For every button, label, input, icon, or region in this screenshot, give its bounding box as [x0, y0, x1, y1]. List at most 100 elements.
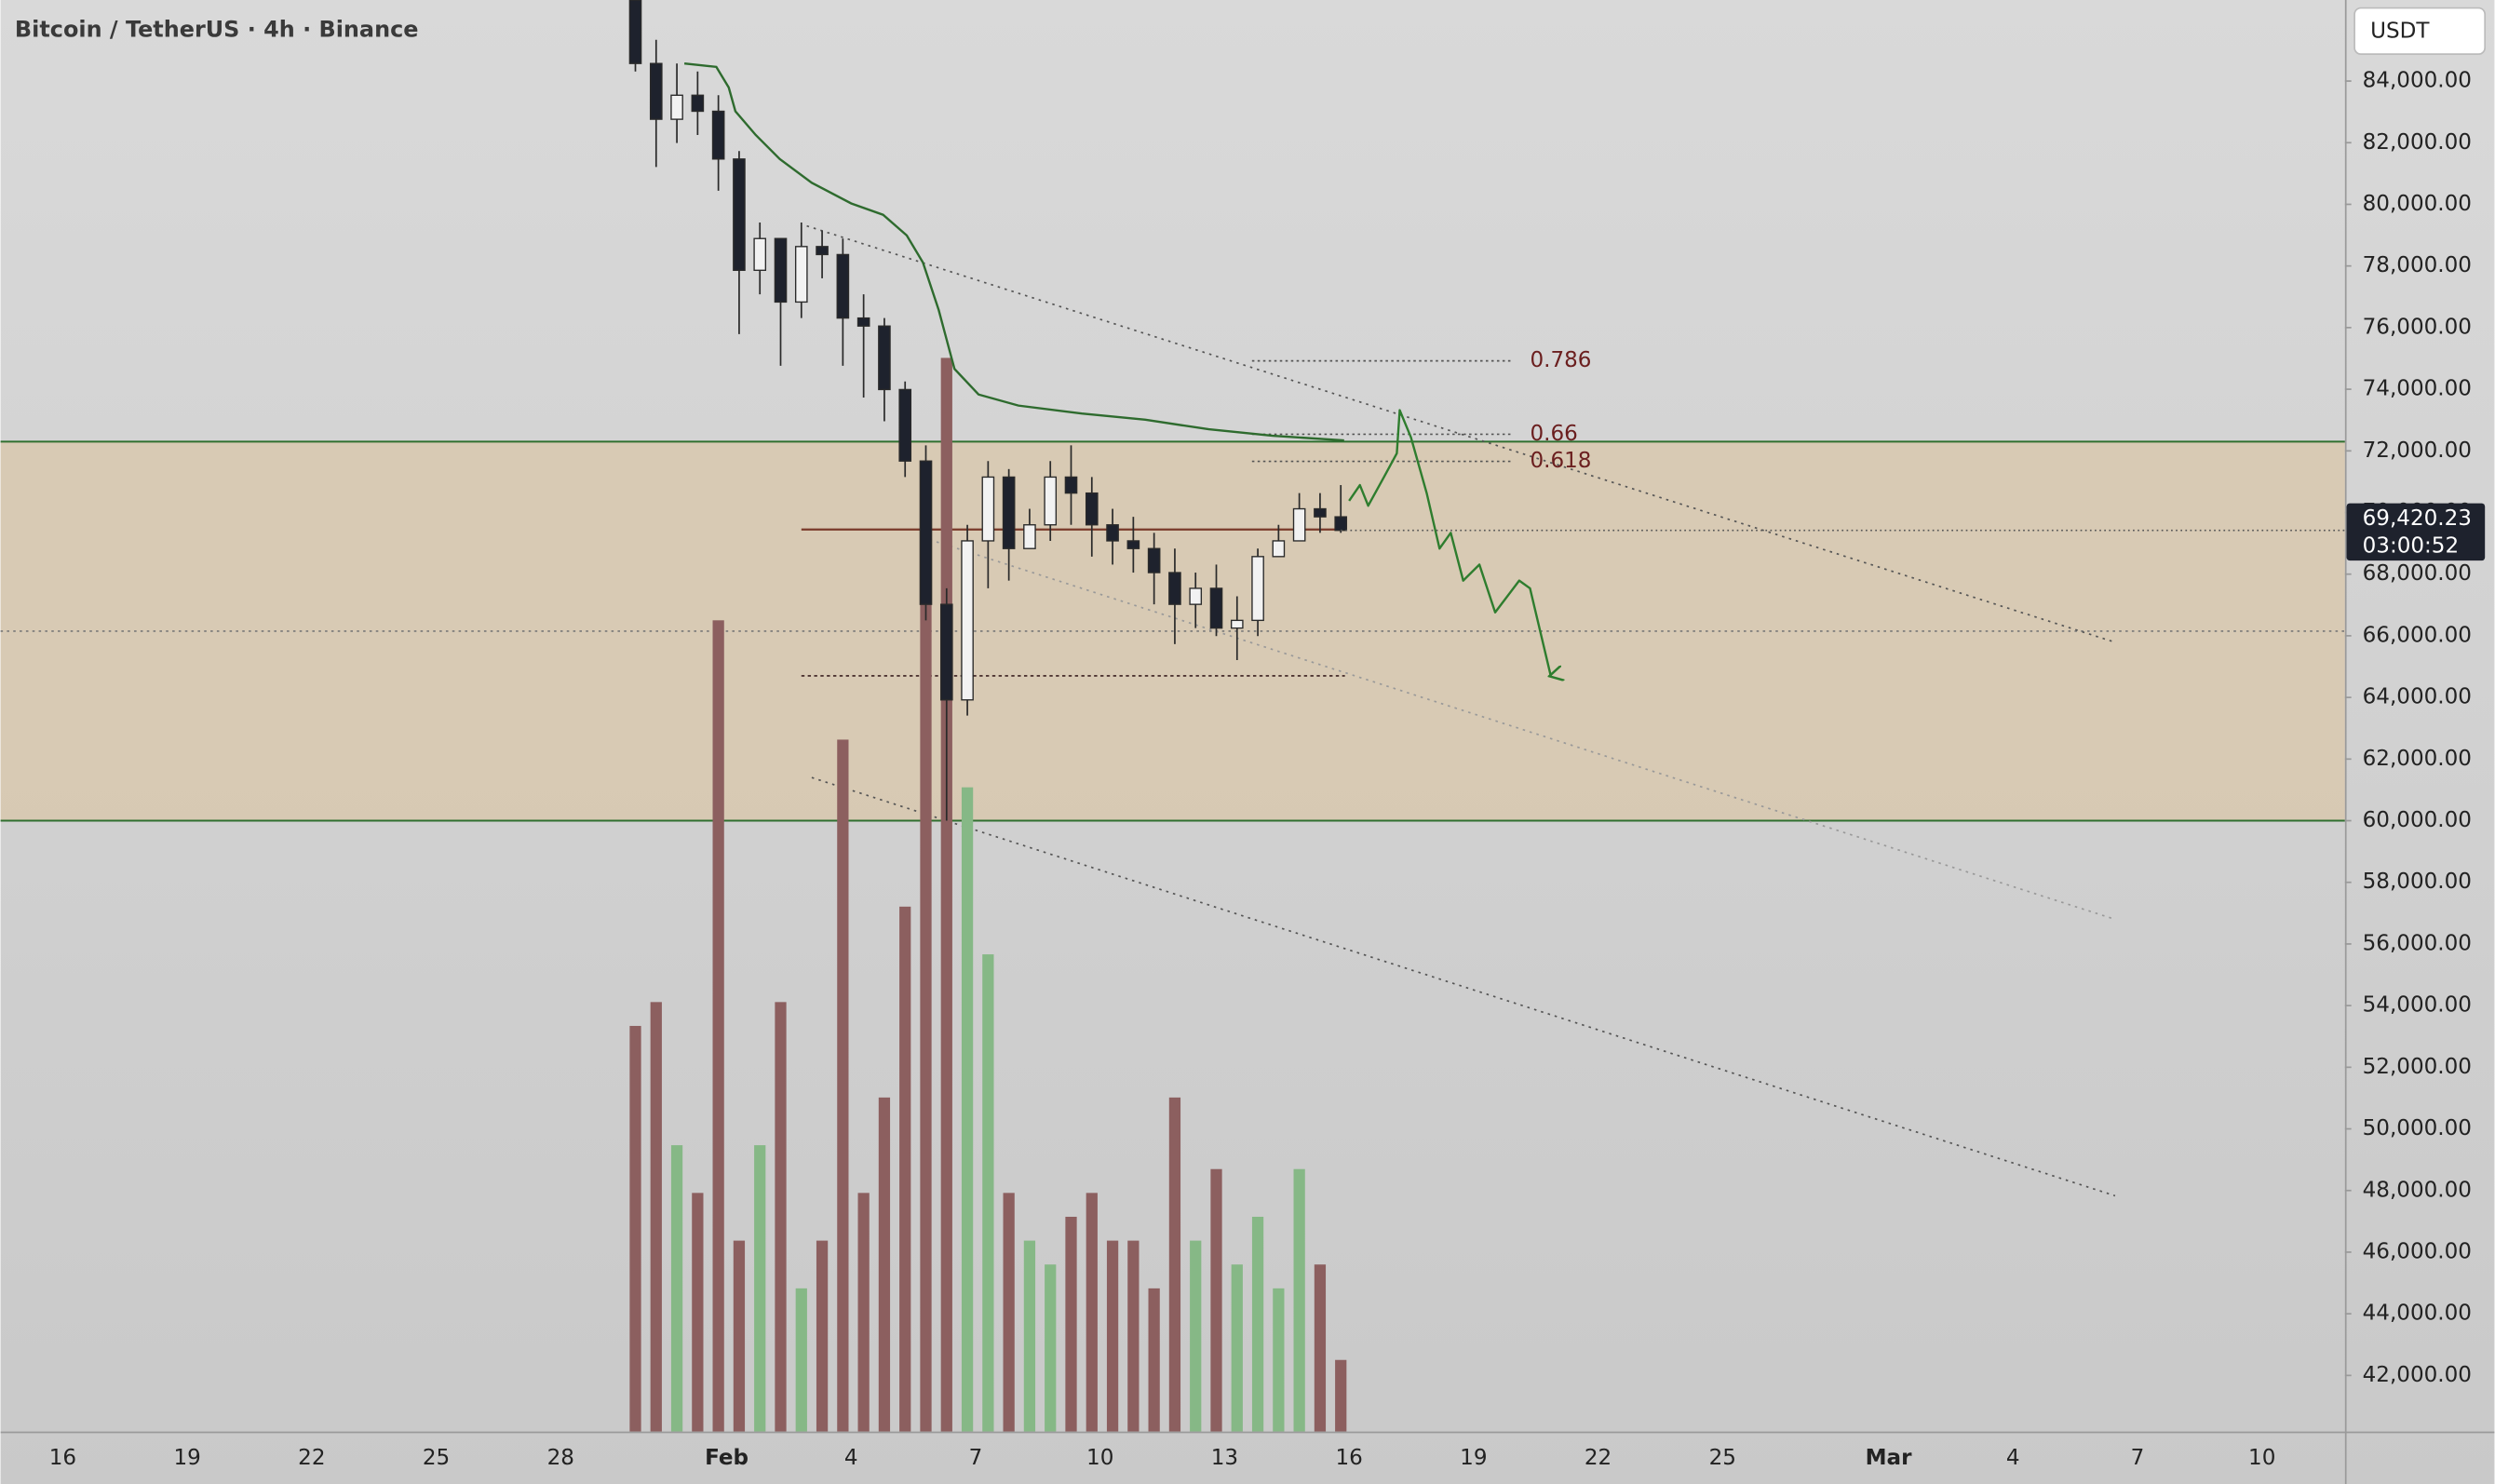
- x-tick-label: 13: [1211, 1446, 1238, 1470]
- candle-body: [794, 246, 808, 304]
- volume-bar: [1045, 1264, 1057, 1432]
- candle-body: [1002, 476, 1016, 549]
- volume-bar: [899, 906, 911, 1432]
- candle-body: [1147, 547, 1161, 573]
- candle-body: [1044, 476, 1058, 526]
- y-tick-label: 42,000.00: [2363, 1363, 2472, 1387]
- volume-bar: [1251, 1216, 1264, 1432]
- fib-label: 0.66: [1530, 422, 1577, 446]
- chart-title: Bitcoin / TetherUS · 4h · Binance: [15, 16, 419, 42]
- x-tick-label: Feb: [705, 1446, 748, 1470]
- last-price-box: [2346, 503, 2486, 561]
- volume-bar: [650, 1002, 662, 1432]
- x-tick-label: 4: [844, 1446, 858, 1470]
- volume-bar: [1231, 1264, 1243, 1432]
- candle-body: [961, 540, 974, 701]
- last-price-label: 69,420.23: [2363, 506, 2472, 531]
- candle-body: [649, 62, 663, 120]
- currency-button[interactable]: [2353, 7, 2487, 55]
- volume-bar: [775, 1002, 787, 1432]
- candle-body: [1272, 540, 1286, 558]
- candle-body: [1251, 556, 1264, 622]
- candle-body: [628, 0, 642, 64]
- volume-bar: [1314, 1264, 1327, 1432]
- candle-body: [1230, 619, 1244, 629]
- x-tick-label: 10: [1086, 1446, 1113, 1470]
- candle-body: [1209, 587, 1223, 629]
- y-tick-label: 54,000.00: [2363, 993, 2472, 1018]
- volume-bar: [920, 477, 932, 1432]
- volume-bar: [961, 787, 974, 1432]
- candle-body: [670, 94, 683, 120]
- volume-bar: [1210, 1168, 1222, 1432]
- y-tick-label: 66,000.00: [2363, 623, 2472, 647]
- y-tick-label: 84,000.00: [2363, 69, 2472, 93]
- candle-body: [856, 317, 870, 327]
- volume-bar: [982, 954, 994, 1432]
- y-tick-label: 46,000.00: [2363, 1239, 2472, 1263]
- y-tick-label: 80,000.00: [2363, 192, 2472, 216]
- x-tick-label: 7: [2131, 1446, 2145, 1470]
- volume-bar: [1293, 1168, 1305, 1432]
- candle-body: [774, 237, 788, 304]
- x-tick-label: 25: [423, 1446, 450, 1470]
- candle-body: [1314, 507, 1327, 518]
- x-tick-label: 16: [1335, 1446, 1362, 1470]
- volume-bar: [816, 1240, 829, 1432]
- x-tick-label: 25: [1709, 1446, 1736, 1470]
- candle-body: [711, 110, 725, 160]
- x-tick-label: Mar: [1866, 1446, 1912, 1470]
- y-tick-label: 50,000.00: [2363, 1116, 2472, 1140]
- volume-bar: [1003, 1193, 1015, 1432]
- fib-label: 0.618: [1530, 449, 1591, 473]
- x-tick-label: 19: [173, 1446, 200, 1470]
- y-tick-label: 52,000.00: [2363, 1055, 2472, 1079]
- candle-body: [753, 237, 767, 271]
- x-tick-label: 22: [298, 1446, 325, 1470]
- candle-body: [1064, 476, 1078, 494]
- volume-bar: [1148, 1288, 1160, 1432]
- y-tick-label: 64,000.00: [2363, 685, 2472, 709]
- moving-average: [683, 61, 1344, 442]
- y-tick-label: 82,000.00: [2363, 130, 2472, 155]
- candle-body: [1023, 524, 1036, 549]
- x-tick-label: 4: [2006, 1446, 2020, 1470]
- candle-body: [1126, 540, 1140, 549]
- volume-bar: [1190, 1240, 1202, 1432]
- volume-bar: [837, 739, 849, 1432]
- trendline: [923, 536, 2116, 921]
- volume-bar: [1106, 1240, 1119, 1432]
- y-tick-label: 72,000.00: [2363, 438, 2472, 463]
- countdown-label: 03:00:52: [2363, 533, 2460, 558]
- candle-body: [981, 476, 995, 542]
- candle-body: [898, 388, 912, 462]
- projection-path: [1348, 409, 1551, 676]
- fib-label: 0.786: [1530, 348, 1591, 372]
- candle-body: [1189, 587, 1203, 605]
- candle-body: [1085, 492, 1099, 526]
- y-tick-label: 76,000.00: [2363, 315, 2472, 339]
- volume-bar: [857, 1193, 870, 1432]
- volume-bar: [754, 1145, 766, 1432]
- candle-body: [691, 94, 705, 113]
- volume-bar: [1086, 1193, 1098, 1432]
- y-tick-label: 68,000.00: [2363, 561, 2472, 586]
- y-tick-label: 56,000.00: [2363, 931, 2472, 955]
- volume-bar: [1065, 1216, 1077, 1432]
- y-tick-label: 60,000.00: [2363, 808, 2472, 832]
- candle-body: [878, 325, 891, 391]
- x-tick-label: 22: [1585, 1446, 1612, 1470]
- candle-body: [1292, 507, 1306, 542]
- volume-bar: [878, 1097, 891, 1432]
- y-tick-label: 58,000.00: [2363, 870, 2472, 894]
- candle-body: [1168, 572, 1181, 605]
- volume-bar: [670, 1145, 683, 1432]
- volume-bar: [692, 1193, 704, 1432]
- volume-bar: [733, 1240, 746, 1432]
- x-tick-label: 19: [1460, 1446, 1487, 1470]
- candle-body: [816, 246, 829, 256]
- currency-label[interactable]: USDT: [2370, 20, 2430, 44]
- candle-body: [1106, 524, 1119, 542]
- candle-body: [919, 460, 933, 605]
